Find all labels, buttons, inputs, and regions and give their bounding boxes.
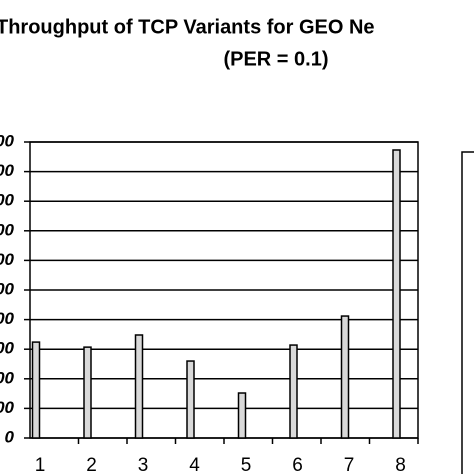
y-tick-label: 200 bbox=[0, 368, 15, 387]
x-tick-label: 6 bbox=[292, 455, 303, 474]
x-tick-label: 1 bbox=[35, 455, 46, 474]
y-tick-label: 300 bbox=[0, 339, 15, 358]
bar bbox=[186, 360, 195, 439]
chart-subtitle: (PER = 0.1) bbox=[223, 48, 328, 70]
x-tick-label: 7 bbox=[344, 455, 355, 474]
bar bbox=[237, 392, 247, 439]
y-tick-label: 700 bbox=[0, 220, 15, 239]
x-tick-label: 8 bbox=[395, 455, 406, 474]
bar bbox=[83, 346, 92, 439]
bar bbox=[289, 344, 298, 439]
x-tick-label: 3 bbox=[138, 455, 149, 474]
y-tick-label: 0 bbox=[5, 427, 15, 446]
x-tick-label: 4 bbox=[189, 455, 200, 474]
bar bbox=[31, 341, 41, 439]
y-tick-label: 400 bbox=[0, 309, 15, 328]
y-tick-label: 1000 bbox=[0, 131, 15, 150]
x-tick-label: 2 bbox=[86, 455, 97, 474]
x-tick-label: 5 bbox=[241, 455, 252, 474]
chart-title: Throughput of TCP Variants for GEO Ne bbox=[0, 16, 375, 38]
bar bbox=[134, 334, 144, 439]
bar bbox=[392, 149, 401, 439]
y-tick-label: 600 bbox=[0, 250, 15, 269]
y-tick-label: 500 bbox=[0, 279, 15, 298]
legend-box bbox=[461, 151, 474, 474]
y-tick-label: 100 bbox=[0, 398, 15, 417]
y-tick-label: 900 bbox=[0, 161, 15, 180]
bar bbox=[340, 315, 350, 439]
y-tick-label: 800 bbox=[0, 191, 15, 210]
